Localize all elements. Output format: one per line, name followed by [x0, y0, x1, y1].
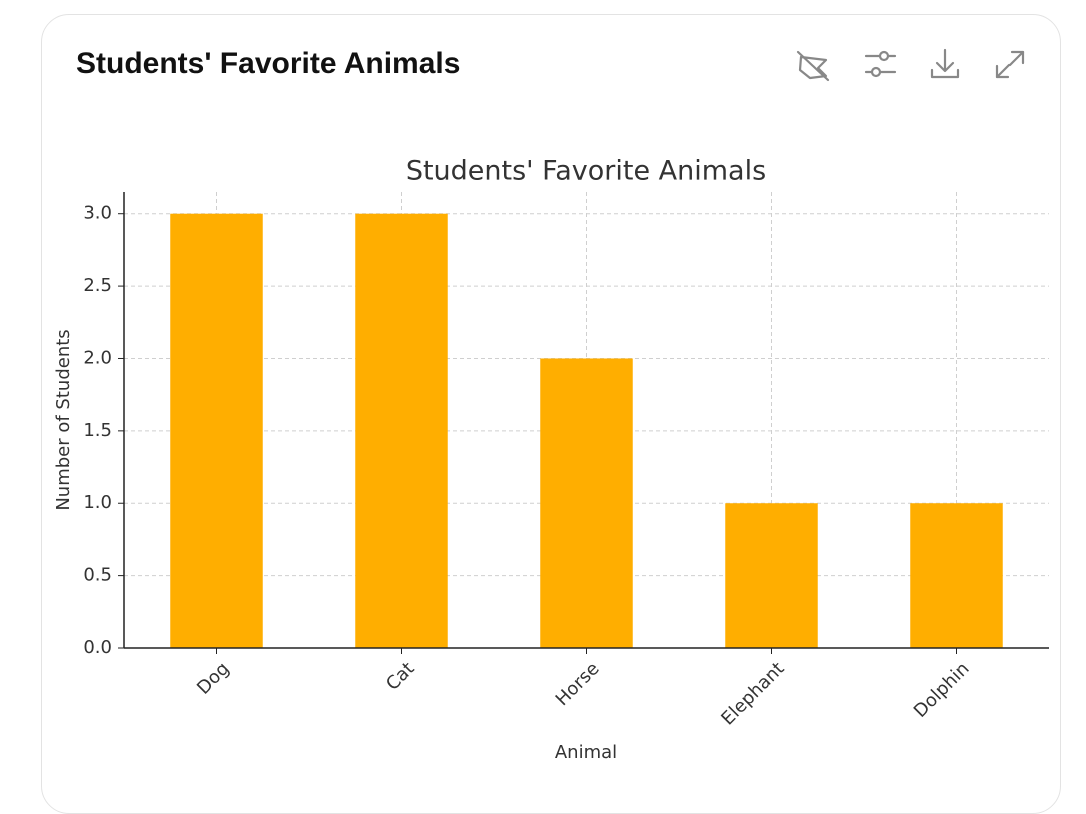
settings-icon[interactable] — [864, 50, 897, 78]
y-tick-label: 3.0 — [83, 203, 112, 224]
hide-icon[interactable] — [796, 50, 830, 82]
card-title: Students' Favorite Animals — [76, 47, 461, 80]
bar — [170, 213, 263, 648]
y-tick-label: 1.0 — [83, 492, 112, 513]
chart-title: Students' Favorite Animals — [406, 156, 766, 187]
download-icon[interactable] — [930, 48, 960, 79]
bar — [540, 358, 633, 648]
y-tick-label: 2.5 — [83, 275, 112, 296]
x-tick-label: Dolphin — [910, 658, 974, 722]
y-tick-label: 0.0 — [83, 637, 112, 658]
y-axis-label: Number of Students — [53, 329, 74, 510]
x-tick-label: Cat — [382, 658, 419, 695]
x-tick-label: Dog — [193, 658, 234, 699]
chart: Students' Favorite Animals Animal Number… — [53, 48, 1049, 763]
x-tick-label: Elephant — [717, 658, 788, 729]
x-axis-label: Animal — [555, 742, 617, 763]
x-tick-label: Horse — [552, 658, 604, 710]
bar — [725, 503, 818, 648]
page: Students' Favorite Animals Students' Fav… — [41, 14, 1061, 814]
y-tick-label: 1.5 — [83, 420, 112, 441]
y-tick-label: 0.5 — [83, 565, 112, 586]
bar — [910, 503, 1003, 648]
expand-icon[interactable] — [995, 50, 1025, 79]
y-tick-label: 2.0 — [83, 347, 112, 368]
bar — [355, 213, 448, 648]
